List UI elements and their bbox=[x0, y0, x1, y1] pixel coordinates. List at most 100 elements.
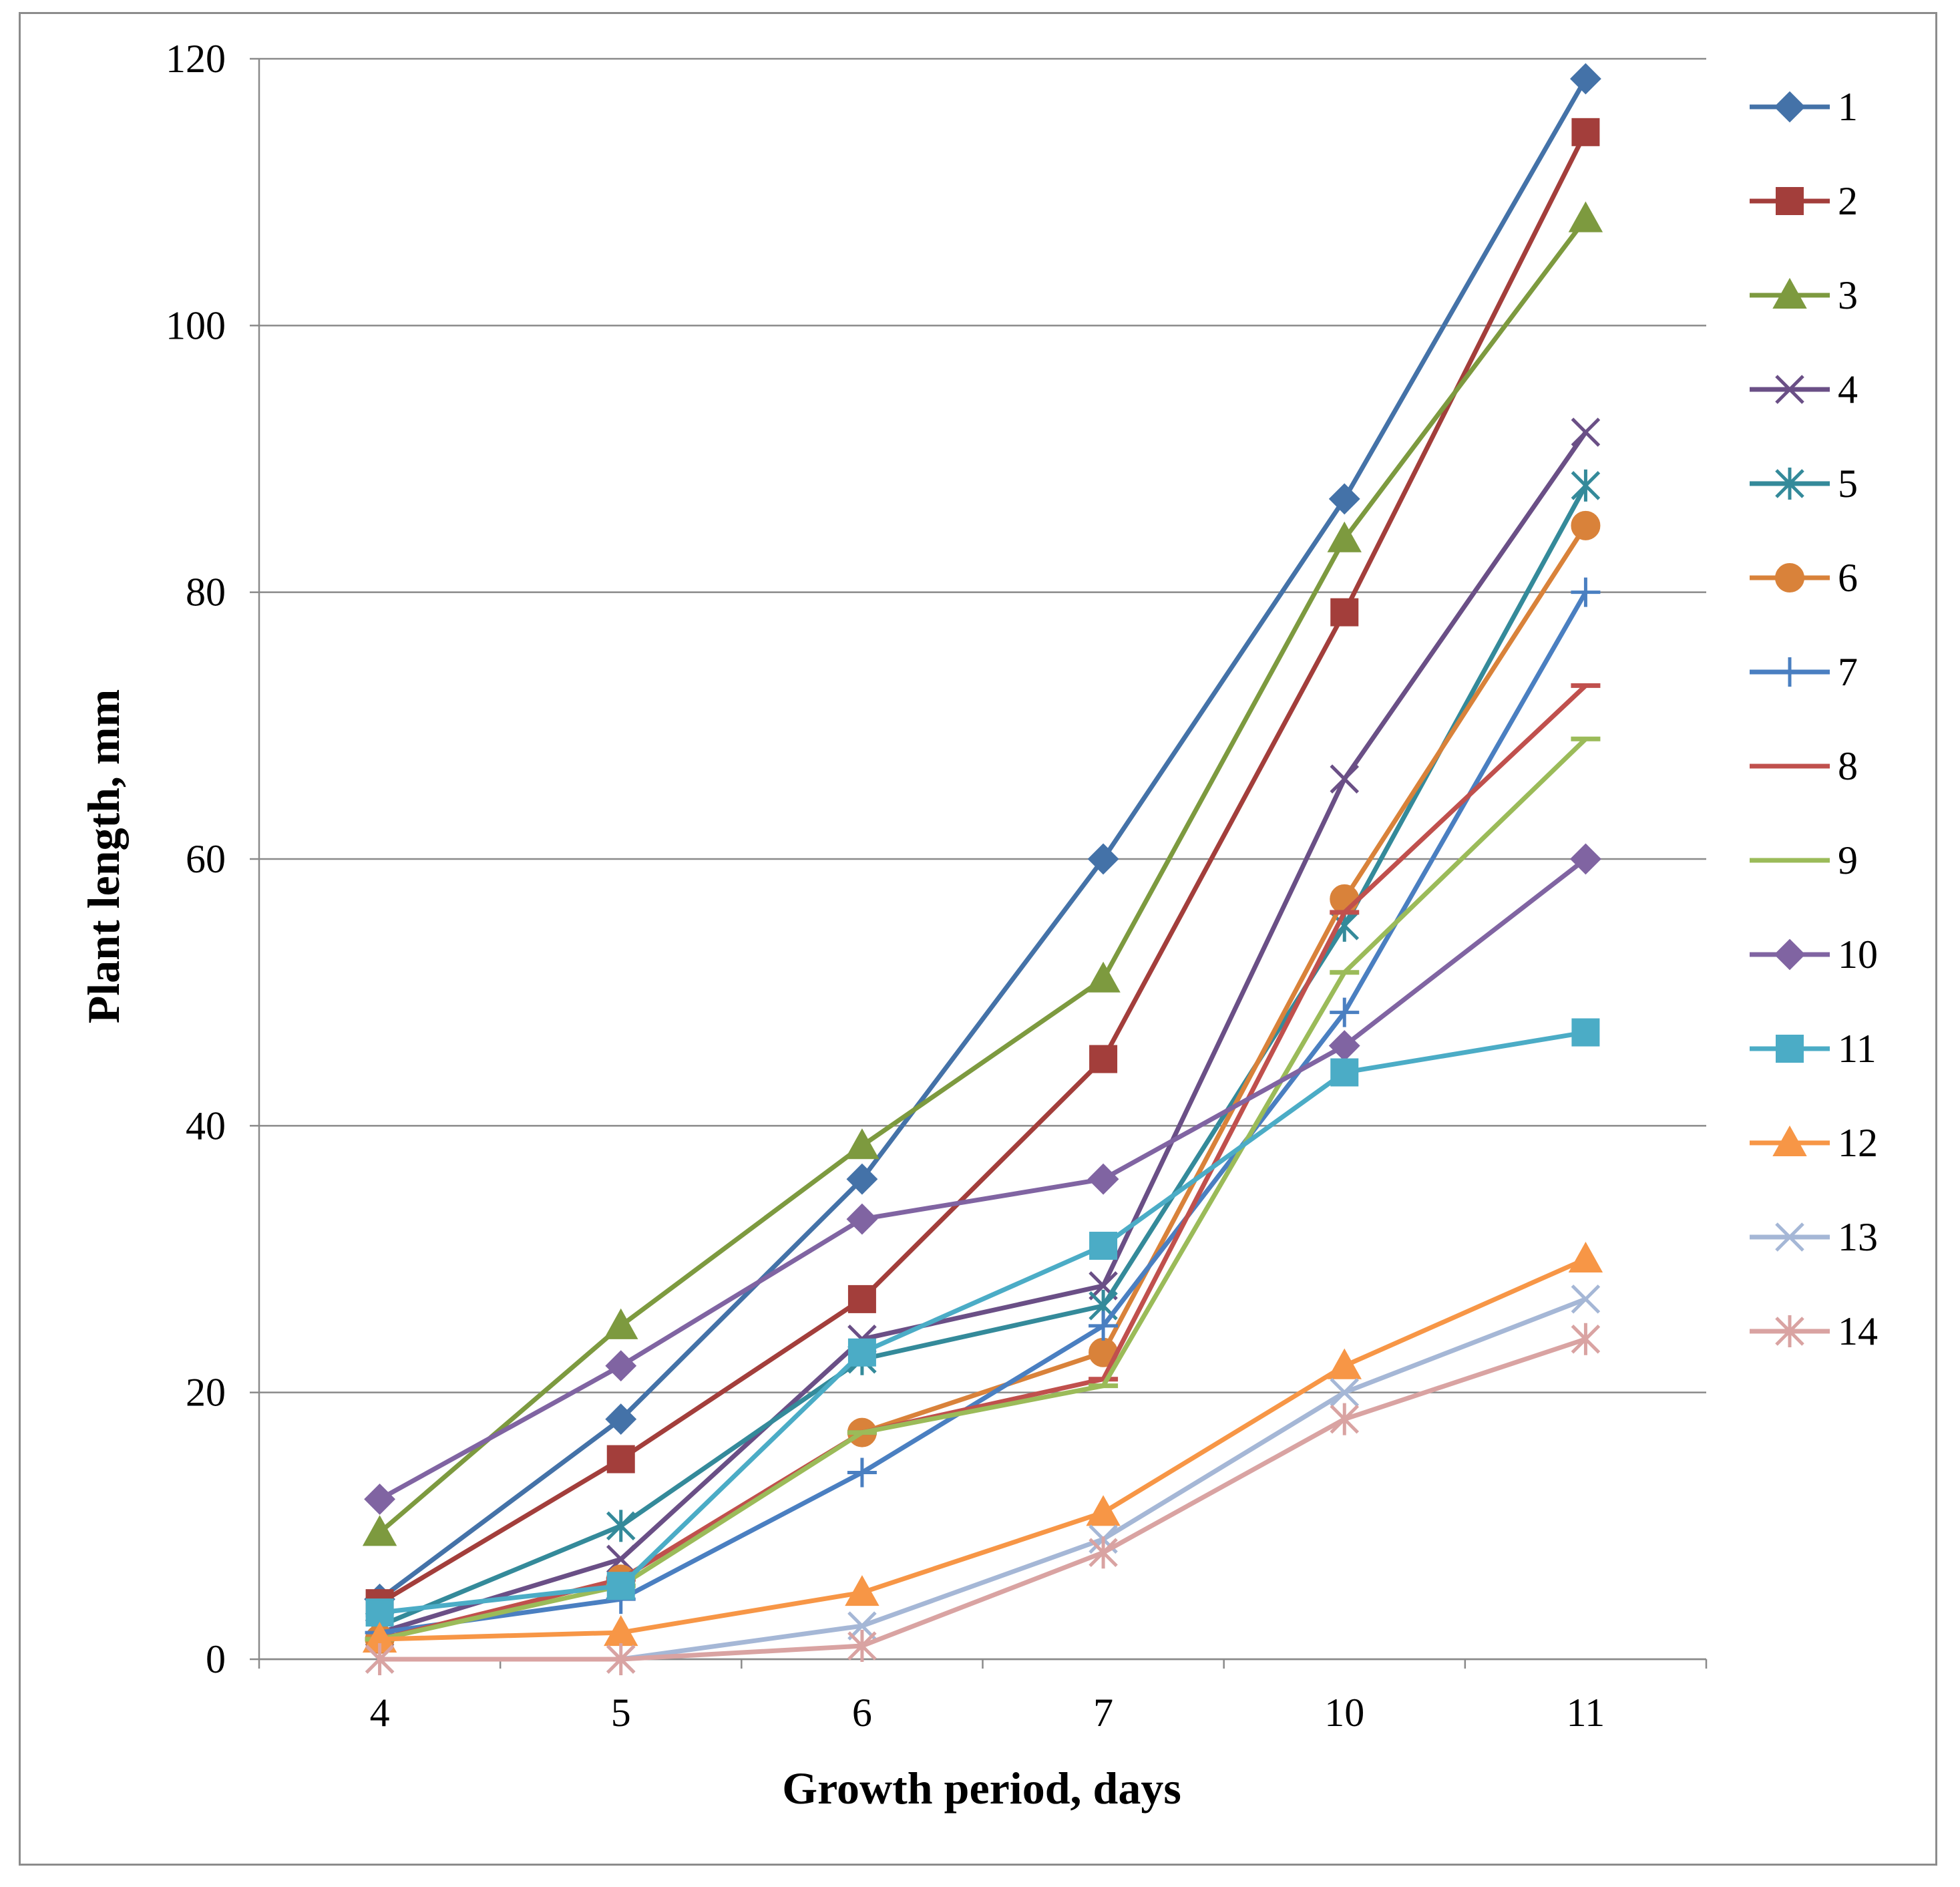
y-tick-label-80: 80 bbox=[186, 570, 226, 615]
legend-item-7: 7 bbox=[1750, 650, 1858, 694]
series-12-point-10 bbox=[1327, 1348, 1362, 1379]
x-tick-label-7: 7 bbox=[1093, 1691, 1113, 1735]
series-12-line bbox=[379, 1256, 1587, 1642]
legend-label-11: 11 bbox=[1838, 1027, 1877, 1071]
series-3 bbox=[362, 201, 1603, 1546]
series-10-point-7 bbox=[1087, 1163, 1119, 1195]
series-2-point-5 bbox=[606, 1445, 635, 1474]
series-11-point-10 bbox=[1330, 1058, 1359, 1087]
legend-label-7: 7 bbox=[1838, 650, 1858, 694]
legend-label-4: 4 bbox=[1838, 367, 1858, 411]
legend-label-6: 6 bbox=[1838, 556, 1858, 600]
series-13 bbox=[365, 1284, 1601, 1674]
chart-frame bbox=[19, 12, 1937, 1866]
series-3-point-4 bbox=[362, 1515, 397, 1546]
gridlines bbox=[259, 57, 1706, 1661]
legend-item-4: 4 bbox=[1750, 367, 1858, 411]
series-4-point-11 bbox=[1571, 417, 1601, 447]
series-14-point-4 bbox=[365, 1643, 395, 1675]
series-12-point-7 bbox=[1086, 1495, 1121, 1526]
series-7-point-6 bbox=[847, 1457, 877, 1488]
legend-item-12: 12 bbox=[1750, 1121, 1878, 1165]
legend-label-14: 14 bbox=[1838, 1309, 1878, 1353]
legend-marker-11 bbox=[1776, 1035, 1804, 1063]
legend-item-14: 14 bbox=[1750, 1309, 1878, 1353]
series-11-line bbox=[379, 1030, 1586, 1615]
series-13-point-10 bbox=[1330, 1377, 1360, 1407]
series-5-point-5 bbox=[606, 1510, 636, 1542]
legend-item-10: 10 bbox=[1750, 932, 1878, 977]
series-10-point-6 bbox=[846, 1203, 878, 1235]
legend-marker-3 bbox=[1772, 277, 1807, 309]
series-11 bbox=[365, 1018, 1600, 1627]
series-4-point-10 bbox=[1330, 764, 1360, 794]
series-3-point-11 bbox=[1568, 201, 1603, 232]
series-5-line bbox=[379, 484, 1588, 1628]
series-10-point-5 bbox=[605, 1350, 637, 1382]
series-14-point-10 bbox=[1330, 1403, 1360, 1435]
series-11-point-7 bbox=[1089, 1232, 1118, 1260]
legend-label-13: 13 bbox=[1838, 1215, 1878, 1259]
x-tick-label-5: 5 bbox=[611, 1691, 631, 1735]
legend-marker-5 bbox=[1775, 468, 1804, 500]
series-13-point-11 bbox=[1571, 1284, 1601, 1314]
legend-item-6: 6 bbox=[1750, 556, 1858, 600]
x-tick-label-10: 10 bbox=[1324, 1691, 1364, 1735]
legend-item-5: 5 bbox=[1750, 462, 1858, 506]
legend-item-8: 8 bbox=[1750, 744, 1858, 788]
legend-item-2: 2 bbox=[1750, 179, 1858, 223]
legend-label-1: 1 bbox=[1838, 85, 1858, 129]
y-tick-label-0: 0 bbox=[206, 1637, 226, 1681]
x-tick-label-11: 11 bbox=[1567, 1691, 1605, 1735]
legend-marker-1 bbox=[1774, 91, 1806, 123]
series-2-point-10 bbox=[1330, 598, 1359, 627]
series-14-point-7 bbox=[1089, 1536, 1118, 1569]
series-4 bbox=[365, 417, 1601, 1647]
series-5 bbox=[365, 469, 1601, 1643]
series-9 bbox=[365, 736, 1601, 1642]
series-3-point-5 bbox=[604, 1308, 638, 1339]
legend-label-8: 8 bbox=[1838, 744, 1858, 788]
series-6-point-10 bbox=[1330, 884, 1360, 914]
series-11-point-6 bbox=[847, 1338, 876, 1367]
legend-marker-14 bbox=[1775, 1315, 1804, 1347]
y-axis-title: Plant length, mm bbox=[78, 689, 129, 1024]
series-8 bbox=[365, 683, 1601, 1642]
legend-marker-13 bbox=[1775, 1222, 1804, 1252]
y-tick-label-60: 60 bbox=[186, 837, 226, 881]
series-7 bbox=[365, 577, 1601, 1648]
series-12 bbox=[362, 1241, 1603, 1653]
series-7-point-11 bbox=[1571, 577, 1601, 607]
legend-item-9: 9 bbox=[1750, 838, 1858, 882]
axes: 0 20 40 60 80 100 120 4 5 6 7 10 11 bbox=[166, 37, 1708, 1735]
series-14 bbox=[365, 1323, 1601, 1675]
series-14-point-6 bbox=[847, 1630, 877, 1663]
legend-marker-12 bbox=[1772, 1125, 1807, 1156]
y-tick-label-40: 40 bbox=[186, 1103, 226, 1148]
series-9-line bbox=[379, 737, 1587, 1642]
legend-label-10: 10 bbox=[1838, 932, 1878, 977]
series-2-point-7 bbox=[1089, 1045, 1118, 1073]
series-3-point-10 bbox=[1327, 521, 1362, 552]
series-12-point-11 bbox=[1568, 1241, 1603, 1272]
series-2-line bbox=[378, 131, 1588, 1606]
series-14-point-11 bbox=[1571, 1323, 1601, 1355]
series-14-point-5 bbox=[606, 1643, 636, 1675]
series-11-point-11 bbox=[1571, 1018, 1600, 1047]
series-7-line bbox=[379, 590, 1588, 1635]
series-3-point-6 bbox=[845, 1128, 879, 1160]
series-4-line bbox=[379, 431, 1588, 1635]
legend-item-1: 1 bbox=[1750, 85, 1858, 129]
series-10-point-4 bbox=[364, 1483, 395, 1515]
series-12-point-6 bbox=[845, 1575, 879, 1606]
legend-label-5: 5 bbox=[1838, 462, 1858, 506]
series-3-line bbox=[378, 217, 1588, 1534]
series-1-point-5 bbox=[605, 1403, 637, 1435]
legend-marker-4 bbox=[1775, 375, 1804, 404]
legend-marker-10 bbox=[1774, 938, 1806, 971]
y-tick-label-20: 20 bbox=[186, 1371, 226, 1415]
y-tick-label-120: 120 bbox=[166, 37, 226, 81]
series-6-point-11 bbox=[1571, 510, 1601, 540]
series-6 bbox=[365, 510, 1601, 1655]
